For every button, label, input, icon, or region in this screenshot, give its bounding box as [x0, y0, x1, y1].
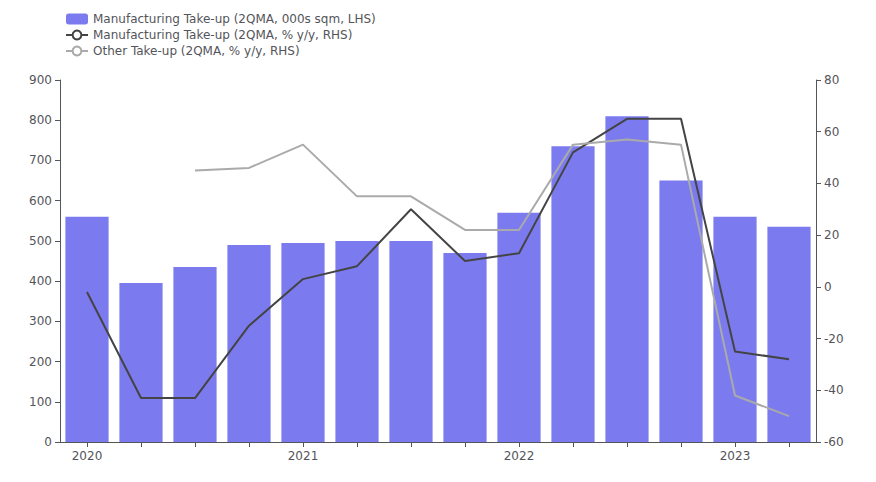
- svg-text:-20: -20: [824, 332, 844, 346]
- svg-text:100: 100: [29, 395, 52, 409]
- svg-text:2020: 2020: [72, 449, 103, 463]
- svg-text:300: 300: [29, 314, 52, 328]
- svg-text:Manufacturing Take-up (2QMA, 0: Manufacturing Take-up (2QMA, 000s sqm, L…: [93, 12, 376, 26]
- svg-text:0: 0: [44, 435, 52, 449]
- svg-text:2023: 2023: [720, 449, 751, 463]
- svg-text:900: 900: [29, 73, 52, 87]
- svg-text:700: 700: [29, 153, 52, 167]
- svg-text:800: 800: [29, 113, 52, 127]
- svg-text:-60: -60: [824, 435, 844, 449]
- svg-text:400: 400: [29, 274, 52, 288]
- svg-text:600: 600: [29, 194, 52, 208]
- svg-text:0: 0: [824, 280, 832, 294]
- svg-text:200: 200: [29, 355, 52, 369]
- svg-text:20: 20: [824, 228, 839, 242]
- svg-text:2022: 2022: [504, 449, 535, 463]
- svg-text:40: 40: [824, 176, 839, 190]
- svg-text:-40: -40: [824, 383, 844, 397]
- svg-text:Other Take-up (2QMA, % y/y, RH: Other Take-up (2QMA, % y/y, RHS): [93, 44, 300, 58]
- svg-text:500: 500: [29, 234, 52, 248]
- svg-text:80: 80: [824, 73, 839, 87]
- svg-text:60: 60: [824, 125, 839, 139]
- svg-text:Manufacturing Take-up (2QMA, %: Manufacturing Take-up (2QMA, % y/y, RHS): [93, 28, 352, 42]
- svg-text:2021: 2021: [288, 449, 319, 463]
